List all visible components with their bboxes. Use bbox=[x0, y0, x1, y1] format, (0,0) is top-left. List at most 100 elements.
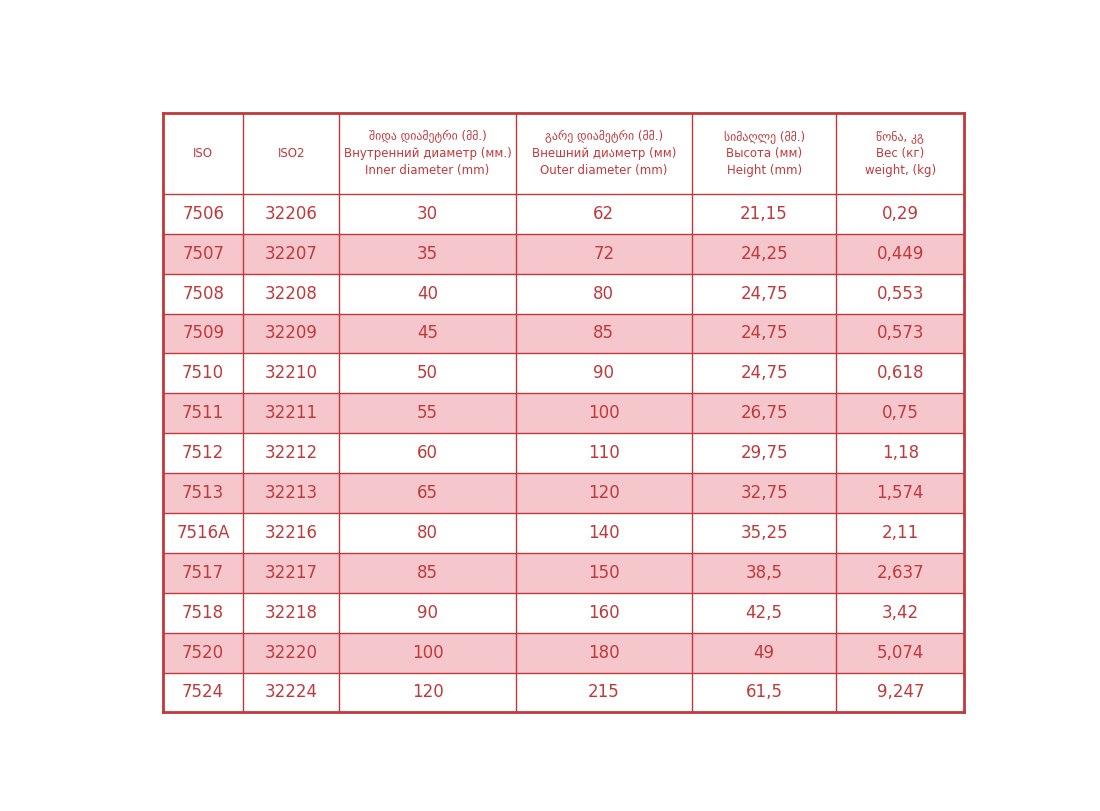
Bar bbox=[340, 393, 516, 433]
Text: 49: 49 bbox=[754, 644, 774, 662]
Text: 180: 180 bbox=[588, 644, 619, 662]
Text: 30: 30 bbox=[417, 205, 438, 223]
Bar bbox=[692, 633, 836, 672]
Bar bbox=[243, 593, 340, 633]
Text: 100: 100 bbox=[411, 644, 443, 662]
Bar bbox=[836, 672, 965, 712]
Bar bbox=[243, 433, 340, 473]
Bar bbox=[340, 433, 516, 473]
Bar bbox=[340, 113, 516, 194]
Bar bbox=[516, 513, 692, 553]
Text: სიმაღლე (მმ.)
Высота (мм)
Height (mm): სიმაღლე (მმ.) Высота (мм) Height (mm) bbox=[724, 130, 804, 177]
Bar bbox=[692, 473, 836, 513]
Text: 32211: 32211 bbox=[265, 404, 318, 423]
Text: ISO: ISO bbox=[194, 147, 213, 160]
Bar bbox=[163, 194, 243, 234]
Text: 7518: 7518 bbox=[183, 603, 224, 622]
Bar bbox=[516, 633, 692, 672]
Text: 80: 80 bbox=[593, 285, 614, 303]
Bar bbox=[243, 513, 340, 553]
Text: 1,18: 1,18 bbox=[882, 444, 918, 462]
Text: 35,25: 35,25 bbox=[740, 524, 788, 542]
Text: შიდა დიამეტრი (მმ.)
Внутренний диаметр (мм.)
Inner diameter (mm): შიდა დიამეტრი (მმ.) Внутренний диаметр (… bbox=[343, 130, 512, 177]
Bar bbox=[692, 314, 836, 354]
Text: 7506: 7506 bbox=[183, 205, 224, 223]
Text: 72: 72 bbox=[593, 245, 615, 263]
Text: 55: 55 bbox=[417, 404, 438, 423]
Text: 65: 65 bbox=[417, 484, 438, 502]
Bar bbox=[836, 593, 965, 633]
Bar bbox=[340, 354, 516, 393]
Bar bbox=[163, 113, 243, 194]
Bar bbox=[163, 314, 243, 354]
Bar bbox=[163, 593, 243, 633]
Text: 2,11: 2,11 bbox=[882, 524, 918, 542]
Text: 32220: 32220 bbox=[265, 644, 318, 662]
Bar bbox=[692, 273, 836, 314]
Bar bbox=[243, 473, 340, 513]
Bar bbox=[692, 593, 836, 633]
Bar bbox=[516, 473, 692, 513]
Text: 9,247: 9,247 bbox=[877, 684, 924, 702]
Bar bbox=[340, 194, 516, 234]
Bar bbox=[836, 633, 965, 672]
Bar bbox=[692, 513, 836, 553]
Bar bbox=[163, 633, 243, 672]
Bar bbox=[516, 113, 692, 194]
Bar bbox=[516, 314, 692, 354]
Text: 0,449: 0,449 bbox=[877, 245, 924, 263]
Text: 2,637: 2,637 bbox=[877, 564, 924, 581]
Text: 90: 90 bbox=[593, 364, 614, 382]
Bar bbox=[163, 393, 243, 433]
Bar bbox=[692, 354, 836, 393]
Text: 7509: 7509 bbox=[183, 324, 224, 342]
Text: გარე დიამეტრი (მმ.)
Внешний диაметр (мм)
Outer diameter (mm): გარე დიამეტრი (მმ.) Внешний диაметр (мм)… bbox=[531, 130, 676, 177]
Bar bbox=[836, 513, 965, 553]
Text: 85: 85 bbox=[417, 564, 438, 581]
Text: 100: 100 bbox=[588, 404, 619, 423]
Bar bbox=[836, 113, 965, 194]
Bar bbox=[836, 433, 965, 473]
Text: 32213: 32213 bbox=[265, 484, 318, 502]
Text: 24,75: 24,75 bbox=[740, 324, 788, 342]
Text: 7516A: 7516A bbox=[176, 524, 230, 542]
Text: 21,15: 21,15 bbox=[740, 205, 788, 223]
Bar bbox=[340, 473, 516, 513]
Bar bbox=[692, 393, 836, 433]
Bar bbox=[340, 672, 516, 712]
Text: წონა, კგ
Вес (кг)
weight, (kg): წონა, კგ Вес (кг) weight, (kg) bbox=[865, 130, 936, 177]
Text: 50: 50 bbox=[417, 364, 438, 382]
Text: 7520: 7520 bbox=[183, 644, 224, 662]
Text: 32218: 32218 bbox=[265, 603, 318, 622]
Text: 32,75: 32,75 bbox=[740, 484, 788, 502]
Text: 7507: 7507 bbox=[183, 245, 224, 263]
Bar bbox=[516, 593, 692, 633]
Bar bbox=[836, 234, 965, 273]
Text: 62: 62 bbox=[593, 205, 615, 223]
Text: 7517: 7517 bbox=[183, 564, 224, 581]
Text: 7511: 7511 bbox=[182, 404, 224, 423]
Bar bbox=[163, 672, 243, 712]
Text: 32207: 32207 bbox=[265, 245, 318, 263]
Text: ISO2: ISO2 bbox=[277, 147, 305, 160]
Bar bbox=[836, 473, 965, 513]
Bar bbox=[243, 113, 340, 194]
Text: 7510: 7510 bbox=[183, 364, 224, 382]
Text: 5,074: 5,074 bbox=[877, 644, 924, 662]
Bar bbox=[692, 553, 836, 593]
Bar bbox=[340, 633, 516, 672]
Bar bbox=[243, 234, 340, 273]
Text: 90: 90 bbox=[417, 603, 438, 622]
Bar bbox=[836, 273, 965, 314]
Text: 32210: 32210 bbox=[265, 364, 318, 382]
Bar bbox=[692, 433, 836, 473]
Text: 0,75: 0,75 bbox=[882, 404, 918, 423]
Bar bbox=[836, 354, 965, 393]
Bar bbox=[243, 194, 340, 234]
Bar bbox=[836, 314, 965, 354]
Bar bbox=[516, 194, 692, 234]
Bar bbox=[163, 473, 243, 513]
Bar bbox=[516, 393, 692, 433]
Bar bbox=[163, 513, 243, 553]
Bar bbox=[692, 234, 836, 273]
